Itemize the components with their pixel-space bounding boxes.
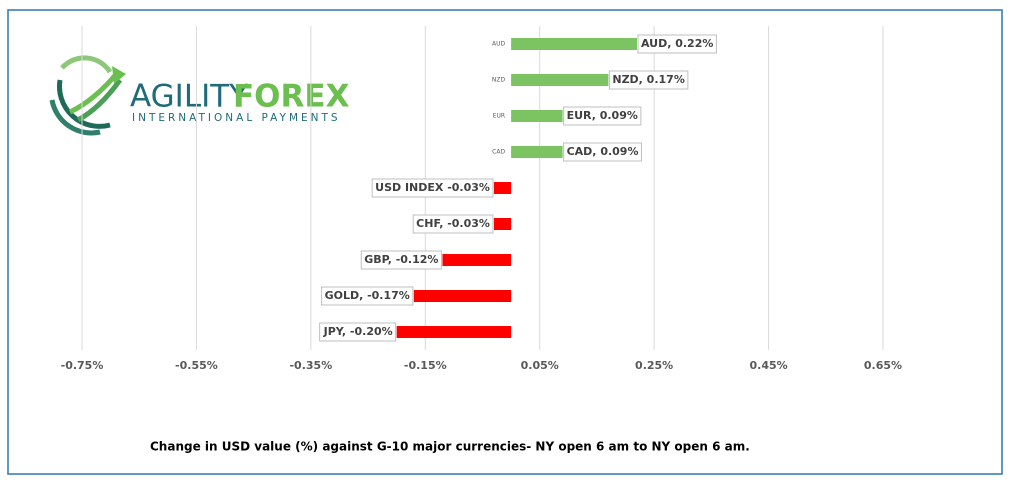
bar — [511, 110, 563, 122]
data-label-text: NZD, 0.17% — [612, 73, 684, 86]
data-label-box — [563, 106, 642, 126]
data-label: AUD, 0.22% — [637, 34, 717, 54]
bar — [493, 218, 512, 230]
data-label-text: USD INDEX -0.03% — [375, 181, 490, 194]
data-label-text: GBP, -0.12% — [364, 253, 438, 266]
bar — [413, 290, 512, 302]
x-tick-label: 0.65% — [864, 359, 902, 372]
data-label-text: JPY, -0.20% — [323, 325, 393, 338]
data-label-text: CAD, 0.09% — [567, 145, 639, 158]
bar — [493, 182, 512, 194]
bar — [442, 254, 512, 266]
data-label: CAD, 0.09% — [563, 142, 642, 162]
y-tick-label: NZD — [492, 77, 506, 84]
x-tick-label: 0.45% — [749, 359, 787, 372]
x-tick-label: -0.75% — [61, 359, 104, 372]
data-label-box — [319, 322, 397, 342]
data-label: GOLD, -0.17% — [321, 286, 414, 306]
y-tick-label: EUR — [493, 113, 505, 120]
data-label-text: GOLD, -0.17% — [325, 289, 410, 302]
data-label-box — [608, 70, 689, 90]
data-label-text: CHF, -0.03% — [416, 217, 490, 230]
data-label: NZD, 0.17% — [608, 70, 689, 90]
data-label-box — [563, 142, 642, 162]
x-tick-label: -0.35% — [289, 359, 332, 372]
bar — [396, 326, 512, 338]
data-label: JPY, -0.20% — [319, 322, 397, 342]
data-label-box — [360, 250, 442, 270]
logo-brand-1: AGILITY — [130, 79, 248, 115]
bar — [511, 38, 637, 50]
data-label: USD INDEX -0.03% — [371, 178, 494, 198]
data-label-text: AUD, 0.22% — [641, 37, 713, 50]
y-tick-label: AUD — [492, 41, 505, 48]
x-tick-label: -0.55% — [175, 359, 218, 372]
data-label: GBP, -0.12% — [360, 250, 442, 270]
data-label-box — [321, 286, 414, 306]
data-label-text: EUR, 0.09% — [567, 109, 638, 122]
y-tick-label: CAD — [492, 149, 505, 156]
data-label-box — [412, 214, 494, 234]
x-tick-label: 0.05% — [521, 359, 559, 372]
bar — [511, 146, 563, 158]
data-label: CHF, -0.03% — [412, 214, 494, 234]
caption: Change in USD value (%) against G-10 maj… — [150, 440, 750, 454]
x-tick-label: -0.15% — [404, 359, 447, 372]
logo: AGILITY FOREX INTERNATIONAL PAYMENTS — [49, 55, 350, 136]
x-tick-label: 0.25% — [635, 359, 673, 372]
frame — [7, 9, 1003, 475]
data-label: EUR, 0.09% — [563, 106, 642, 126]
data-label-box — [637, 34, 717, 54]
bar — [511, 74, 609, 86]
logo-tagline: INTERNATIONAL PAYMENTS — [132, 112, 341, 124]
data-label-box — [371, 178, 494, 198]
logo-brand-2: FOREX — [233, 79, 350, 115]
